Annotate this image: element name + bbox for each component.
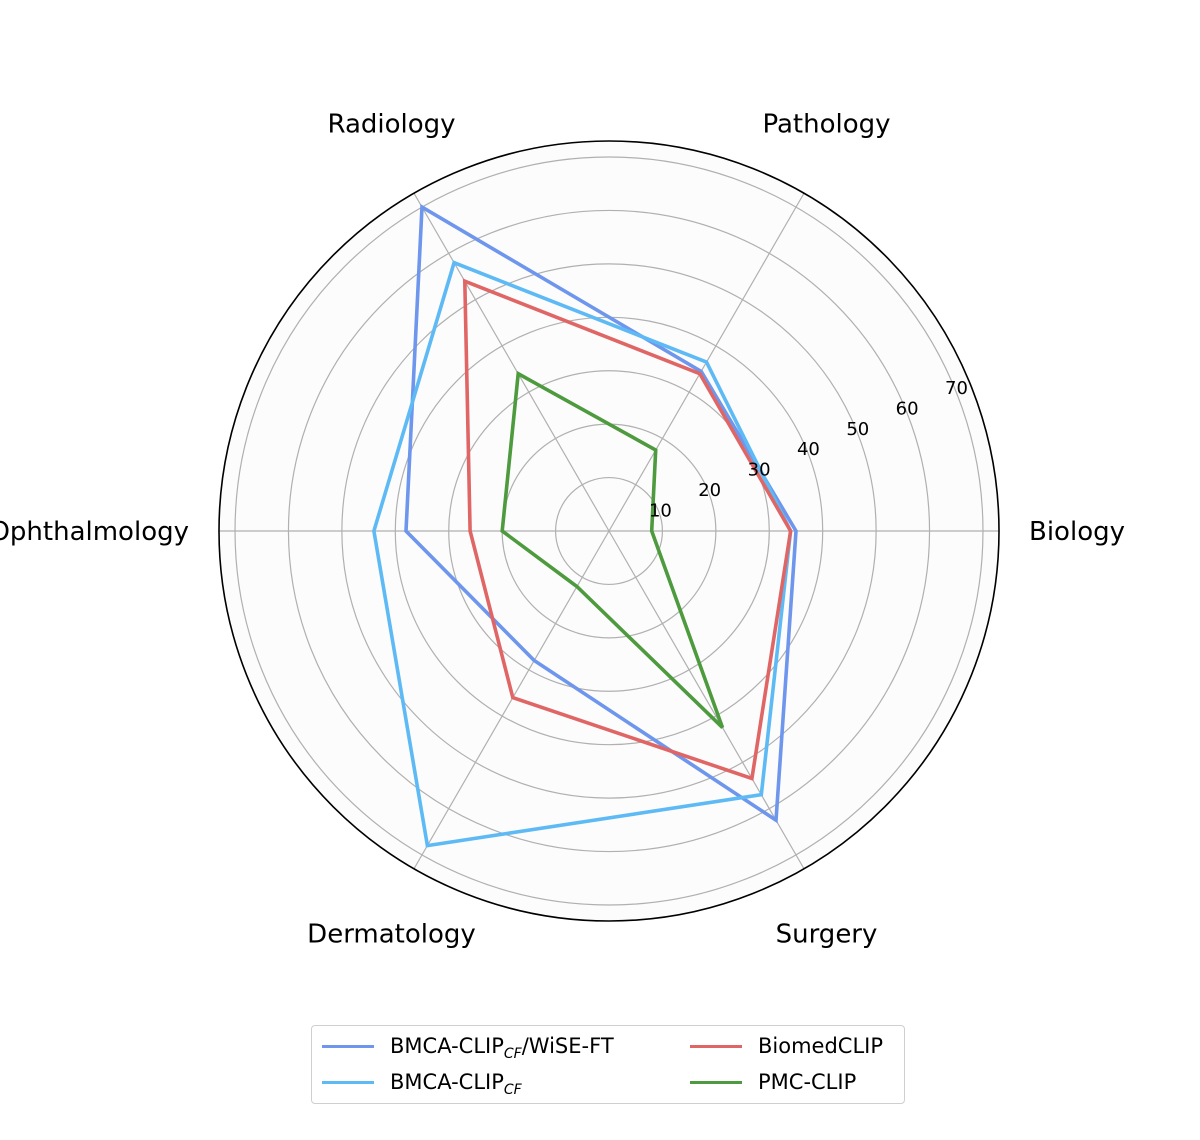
radial-tick-label: 30 bbox=[748, 460, 771, 481]
legend-label-suffix: /WiSE-FT bbox=[521, 1034, 614, 1058]
legend-item-pmc-clip: PMC-CLIP bbox=[690, 1067, 856, 1097]
legend-swatch bbox=[690, 1044, 742, 1048]
radial-tick-label: 60 bbox=[896, 398, 919, 419]
legend-label-sub: CF bbox=[503, 1046, 522, 1062]
series-line-pmc-clip bbox=[500, 370, 725, 729]
axis-label-dermatology: Dermatology bbox=[307, 920, 476, 950]
legend: BMCA-CLIPCF/WiSE-FT BMCA-CLIPCF BiomedCL… bbox=[311, 1025, 905, 1104]
radial-tick-label: 20 bbox=[698, 480, 721, 501]
axis-labels: Biology Pathology Radiology Ophthalmology De… bbox=[0, 109, 1125, 949]
series-line-bmca-clipcf-wise-ft bbox=[404, 204, 798, 824]
axis-label-pathology: Pathology bbox=[762, 109, 890, 139]
legend-label-main: BMCA-CLIP bbox=[390, 1034, 504, 1058]
legend-label: PMC-CLIP bbox=[758, 1070, 857, 1094]
radial-tick-label: 10 bbox=[649, 501, 672, 522]
axis-label-ophthalmology: Ophthalmology bbox=[0, 517, 189, 547]
legend-swatch bbox=[322, 1044, 374, 1048]
legend-label: BMCA-CLIPCF bbox=[390, 1070, 522, 1098]
grid-spoke bbox=[608, 530, 805, 870]
series-line-biomedclip bbox=[462, 278, 793, 781]
legend-item-bmca-clip-cf-wise-ft: BMCA-CLIPCF/WiSE-FT bbox=[322, 1031, 614, 1062]
outer-frame bbox=[218, 140, 1000, 922]
legend-item-biomedclip: BiomedCLIP bbox=[690, 1031, 883, 1061]
series-lines bbox=[372, 204, 798, 848]
series-line-bmca-clipcf bbox=[372, 260, 793, 848]
legend-swatch bbox=[690, 1080, 742, 1084]
legend-label-sub: CF bbox=[503, 1082, 522, 1098]
legend-label: BiomedCLIP bbox=[758, 1034, 884, 1058]
radial-tick-label: 40 bbox=[797, 439, 820, 460]
radial-tick-label: 50 bbox=[846, 419, 869, 440]
legend-label: BMCA-CLIPCF/WiSE-FT bbox=[390, 1034, 614, 1062]
legend-label-main: BMCA-CLIP bbox=[390, 1070, 504, 1094]
axis-label-radiology: Radiology bbox=[327, 109, 455, 139]
axis-label-biology: Biology bbox=[1029, 517, 1125, 547]
grid-spoke bbox=[413, 192, 610, 532]
radial-tick-labels: 10 20 30 40 50 60 70 bbox=[649, 378, 968, 522]
legend-item-bmca-clip-cf: BMCA-CLIPCF bbox=[322, 1067, 522, 1098]
legend-swatch bbox=[322, 1080, 374, 1084]
radial-tick-label: 70 bbox=[945, 378, 968, 399]
axis-label-surgery: Surgery bbox=[776, 920, 878, 950]
